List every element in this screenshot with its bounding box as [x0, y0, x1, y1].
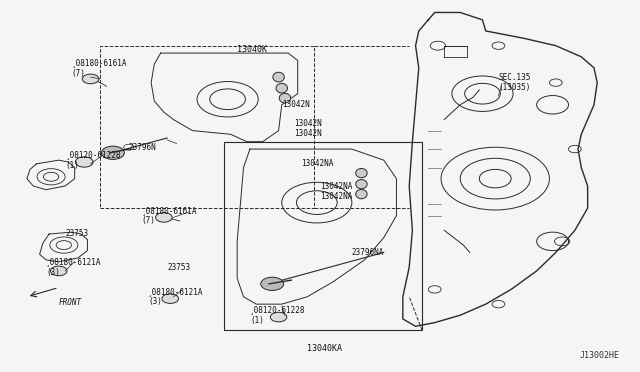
Circle shape [51, 266, 67, 276]
Text: FRONT: FRONT [59, 298, 82, 307]
Text: ¸08180-6121A
(3): ¸08180-6121A (3) [148, 287, 204, 307]
Text: 23753: 23753 [65, 230, 88, 238]
Circle shape [156, 212, 172, 222]
Ellipse shape [276, 83, 287, 93]
Circle shape [101, 146, 124, 160]
Text: 23796NA: 23796NA [352, 248, 384, 257]
Ellipse shape [279, 93, 291, 103]
Text: 23753: 23753 [167, 263, 190, 272]
Text: 13040KA: 13040KA [307, 344, 342, 353]
Circle shape [260, 277, 284, 291]
Circle shape [83, 74, 99, 84]
Ellipse shape [273, 72, 284, 82]
Text: 13040K: 13040K [237, 45, 267, 54]
Circle shape [270, 312, 287, 322]
Ellipse shape [356, 169, 367, 178]
Text: 13042NA
13042NA: 13042NA 13042NA [320, 182, 353, 201]
Text: ¸08180-6121A
(3): ¸08180-6121A (3) [46, 257, 102, 277]
Text: 13042NA: 13042NA [301, 159, 333, 169]
Text: SEC.135
(13035): SEC.135 (13035) [499, 73, 531, 92]
Text: 13042N: 13042N [282, 100, 310, 109]
Ellipse shape [356, 189, 367, 199]
Text: 23796N: 23796N [129, 143, 157, 152]
Circle shape [76, 157, 93, 167]
Circle shape [162, 294, 179, 304]
Ellipse shape [356, 180, 367, 189]
Text: ¸08180-6161A
(7): ¸08180-6161A (7) [141, 206, 197, 225]
Text: ¸08120-61228
(1): ¸08120-61228 (1) [65, 150, 120, 170]
Text: 13042N
13042N: 13042N 13042N [294, 119, 323, 138]
Text: J13002HE: J13002HE [579, 350, 620, 359]
Bar [225, 142, 422, 330]
Text: ¸08120-61228
(1): ¸08120-61228 (1) [250, 305, 305, 325]
Text: ¸08180-6161A
(7): ¸08180-6161A (7) [72, 58, 127, 77]
